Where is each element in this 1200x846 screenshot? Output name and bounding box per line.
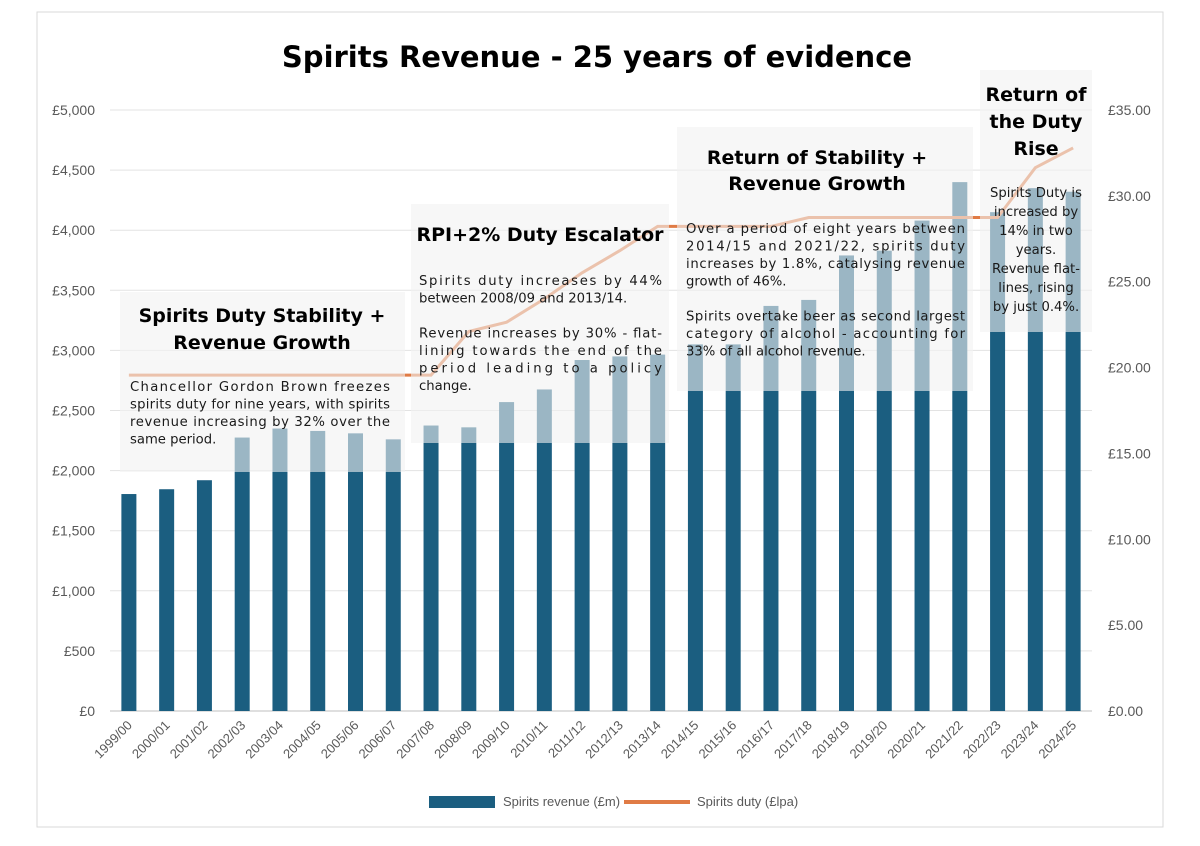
annotation-title: Return of	[986, 84, 1088, 106]
annotation-title: Rise	[1013, 138, 1058, 160]
annotation-title: RPI+2% Duty Escalator	[416, 224, 664, 246]
left-tick-label: £2,500	[52, 403, 95, 419]
annotation-boxes: Spirits Duty Stability + Revenue Growth Ch…	[120, 70, 1092, 472]
revenue-bar	[196, 480, 212, 711]
revenue-bar	[536, 389, 552, 711]
left-tick-label: £4,500	[52, 162, 95, 178]
revenue-bar	[763, 305, 779, 711]
annotation-box	[411, 204, 669, 443]
annotation-text: Spirits Duty is	[990, 186, 1082, 201]
annotation-text: increases by 1.8%, catalysing revenue	[686, 257, 965, 272]
right-tick-label: £10.00	[1108, 531, 1151, 547]
legend-label-duty: Spirits duty (£lpa)	[697, 794, 798, 809]
annotation-text: growth of 46%.	[686, 275, 786, 290]
legend: Spirits revenue (£m) Spirits duty (£lpa)	[429, 794, 798, 809]
left-axis: £0 £500 £1,000 £1,500 £2,000 £2,500 £3,000 £3,5…	[52, 102, 95, 719]
left-tick-label: £1,500	[52, 523, 95, 539]
revenue-bar	[234, 437, 250, 711]
annotation-text: lining towards the end of the	[419, 344, 662, 359]
revenue-bar	[385, 439, 401, 711]
annotation-text: Chancellor Gordon Brown freezes	[130, 380, 390, 395]
left-tick-label: £3,500	[52, 282, 95, 298]
revenue-bar	[272, 428, 288, 711]
right-tick-label: £20.00	[1108, 360, 1151, 376]
revenue-bar	[310, 430, 326, 711]
annotation-box	[677, 127, 973, 391]
annotation-text: Revenue increases by 30% - flat-	[419, 327, 662, 342]
legend-swatch-revenue	[429, 796, 495, 808]
annotation-title: Revenue Growth	[173, 332, 351, 354]
annotation-text: same period.	[130, 433, 216, 448]
left-tick-label: £1,000	[52, 583, 95, 599]
revenue-bar	[159, 489, 175, 711]
annotation-title: Return of Stability +	[707, 147, 927, 169]
left-tick-label: £3,000	[52, 342, 95, 358]
annotation-text: period leading to a policy	[419, 362, 662, 377]
revenue-bar	[650, 354, 666, 711]
revenue-bar	[574, 360, 590, 711]
right-tick-label: £30.00	[1108, 188, 1151, 204]
legend-label-revenue: Spirits revenue (£m)	[503, 794, 620, 809]
annotation-text: years.	[1016, 243, 1056, 258]
annotation-text: revenue increasing by 32% over the	[130, 415, 390, 430]
revenue-bar	[725, 344, 741, 711]
chart-title: Spirits Revenue - 25 years of evidence	[282, 40, 912, 74]
annotation-text: lines, rising	[998, 281, 1073, 296]
annotation-text: Over a period of eight years between	[686, 222, 965, 237]
annotation-title: Revenue Growth	[728, 173, 906, 195]
revenue-bar	[499, 402, 515, 711]
annotation-text: spirits duty for nine years, with spirit…	[130, 398, 390, 413]
annotation-text: 14% in two	[999, 224, 1073, 239]
annotation-text: Spirits duty increases by 44%	[419, 274, 662, 289]
annotation-text: Spirits overtake beer as second largest	[686, 310, 965, 325]
legend-swatch-duty	[624, 800, 690, 804]
annotation-text: between 2008/09 and 2013/14.	[419, 292, 627, 307]
annotation-title: the Duty	[990, 111, 1083, 133]
left-tick-label: £2,000	[52, 463, 95, 479]
annotation-text: Revenue flat-	[992, 262, 1080, 277]
annotation-text: 33% of all alcohol revenue.	[686, 345, 866, 360]
right-tick-label: £35.00	[1108, 102, 1151, 118]
right-axis: £0.00 £5.00 £10.00 £15.00 £20.00 £25.00 £30.00…	[1108, 102, 1151, 719]
annotation-text: by just 0.4%.	[993, 300, 1079, 315]
right-tick-label: £25.00	[1108, 274, 1151, 290]
left-tick-label: £5,000	[52, 102, 95, 118]
right-tick-label: £5.00	[1108, 617, 1143, 633]
left-tick-label: £500	[64, 643, 95, 659]
revenue-bar	[687, 344, 703, 711]
revenue-bar	[612, 356, 628, 711]
annotation-text: increased by	[994, 205, 1079, 220]
annotation-text: change.	[419, 379, 472, 394]
revenue-bar	[461, 427, 477, 711]
annotation-box	[980, 70, 1092, 332]
revenue-bar	[423, 425, 439, 711]
annotation-box	[120, 292, 405, 472]
left-tick-label: £4,000	[52, 222, 95, 238]
revenue-bar	[121, 494, 137, 711]
right-tick-label: £0.00	[1108, 703, 1143, 719]
right-tick-label: £15.00	[1108, 445, 1151, 461]
left-tick-label: £0	[79, 703, 95, 719]
revenue-bar	[990, 212, 1006, 712]
revenue-bar	[801, 299, 817, 711]
revenue-bar	[348, 433, 363, 711]
annotation-title: Spirits Duty Stability +	[139, 305, 386, 327]
annotation-text: category of alcohol - accounting for	[686, 327, 966, 342]
